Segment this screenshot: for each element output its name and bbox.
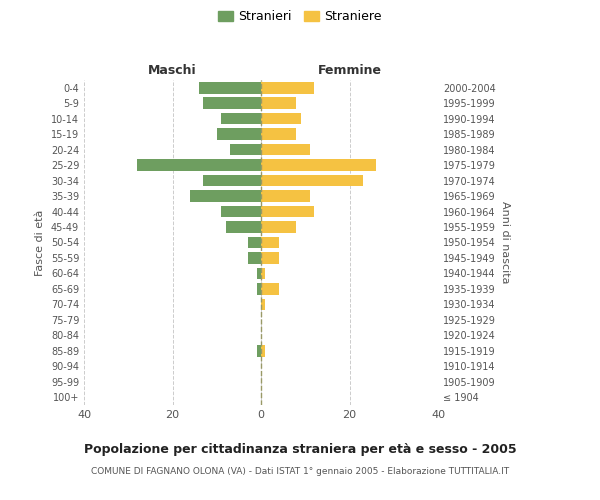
Bar (261, 221, 296, 233)
Bar (261, 175, 363, 186)
Bar (261, 268, 265, 280)
Bar (217, 128, 261, 140)
Bar (261, 298, 265, 310)
Bar (248, 252, 261, 264)
Bar (257, 268, 261, 280)
Bar (261, 236, 278, 248)
Bar (190, 190, 261, 202)
Text: Popolazione per cittadinanza straniera per età e sesso - 2005: Popolazione per cittadinanza straniera p… (83, 442, 517, 456)
Y-axis label: Fasce di età: Fasce di età (35, 210, 45, 276)
Bar (261, 98, 296, 109)
Bar (261, 345, 265, 356)
Text: Maschi: Maschi (148, 64, 197, 78)
Legend: Stranieri, Straniere: Stranieri, Straniere (215, 6, 386, 26)
Bar (261, 82, 314, 94)
Bar (261, 283, 278, 294)
Bar (203, 98, 261, 109)
Bar (261, 190, 310, 202)
Bar (261, 128, 296, 140)
Bar (199, 82, 261, 94)
Text: COMUNE DI FAGNANO OLONA (VA) - Dati ISTAT 1° gennaio 2005 - Elaborazione TUTTITA: COMUNE DI FAGNANO OLONA (VA) - Dati ISTA… (91, 468, 509, 476)
Bar (248, 236, 261, 248)
Bar (203, 175, 261, 186)
Bar (257, 283, 261, 294)
Bar (230, 144, 261, 156)
Bar (226, 221, 261, 233)
Bar (261, 144, 310, 156)
Text: Femmine: Femmine (317, 64, 382, 78)
Bar (261, 252, 278, 264)
Y-axis label: Anni di nascita: Anni di nascita (500, 201, 509, 284)
Bar (261, 206, 314, 218)
Bar (261, 160, 376, 171)
Bar (137, 160, 261, 171)
Bar (257, 345, 261, 356)
Bar (221, 206, 261, 218)
Bar (221, 113, 261, 124)
Bar (261, 113, 301, 124)
